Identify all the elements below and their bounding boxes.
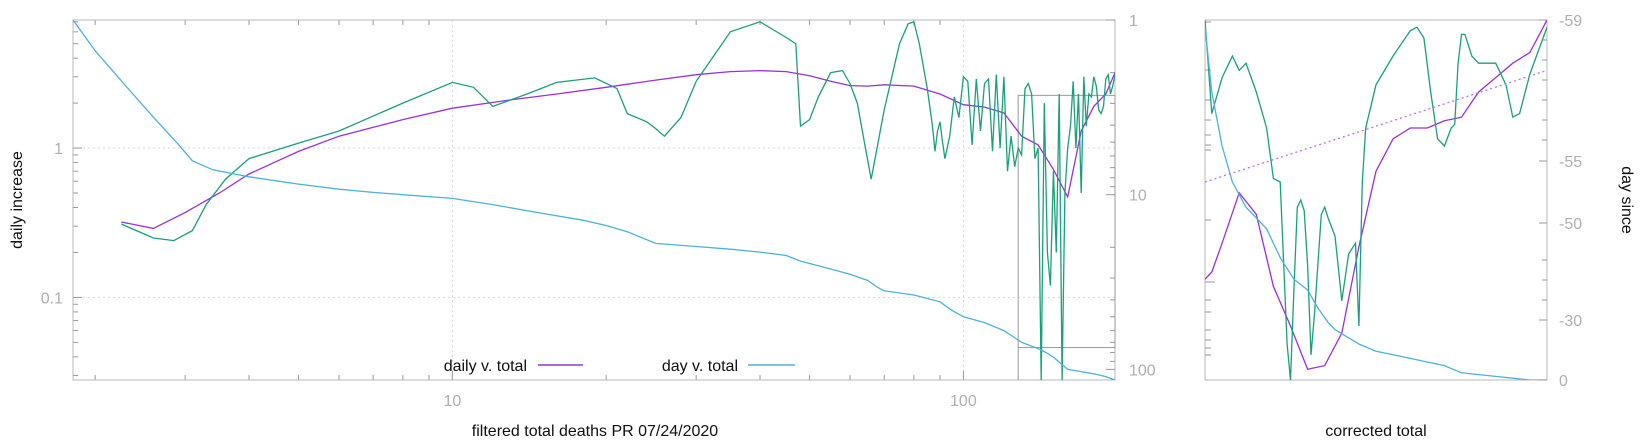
inset-y2-tick-label: -59 (1559, 13, 1582, 30)
legend-label-1: day v. total (662, 358, 738, 375)
main-chart: 10 100 0.1 1 1 10 100 daily v. total day v. tota… (9, 13, 1156, 440)
zoom-region-box (1017, 94, 1116, 349)
y-axis-label: daily increase (9, 151, 26, 249)
y2-tick-label: 1 (1129, 13, 1138, 30)
y2-tick-label: 10 (1129, 188, 1147, 205)
x-tick-label: 10 (443, 393, 461, 410)
inset-y-right-axis-label: day since (1618, 166, 1635, 234)
series-line-0 (121, 69, 1115, 230)
series-line-1 (121, 20, 1115, 380)
inset-series-line-0 (1205, 20, 1547, 370)
inset-x-axis-label: corrected total (1325, 423, 1426, 440)
inset-series-line-2 (1205, 27, 1547, 380)
series-line-2 (73, 20, 1115, 380)
y-tick-label: 0.1 (41, 290, 63, 307)
inset-y2-tick-label: -30 (1559, 313, 1582, 330)
inset-chart: -59 -55 -50 -30 0 corrected total day since (1204, 13, 1635, 440)
inset-y2-tick-label: 0 (1559, 373, 1568, 390)
inset-series-line-1 (1205, 20, 1547, 380)
x-tick-label: 100 (950, 393, 977, 410)
x-axis-label: filtered total deaths PR 07/24/2020 (472, 423, 718, 440)
y-tick-label: 1 (54, 141, 63, 158)
y2-tick-label: 100 (1129, 362, 1156, 379)
inset-y2-tick-label: -55 (1559, 154, 1582, 171)
inset-y2-tick-label: -50 (1559, 216, 1582, 233)
plot-frame (72, 19, 1116, 381)
legend-label-0: daily v. total (444, 358, 527, 375)
